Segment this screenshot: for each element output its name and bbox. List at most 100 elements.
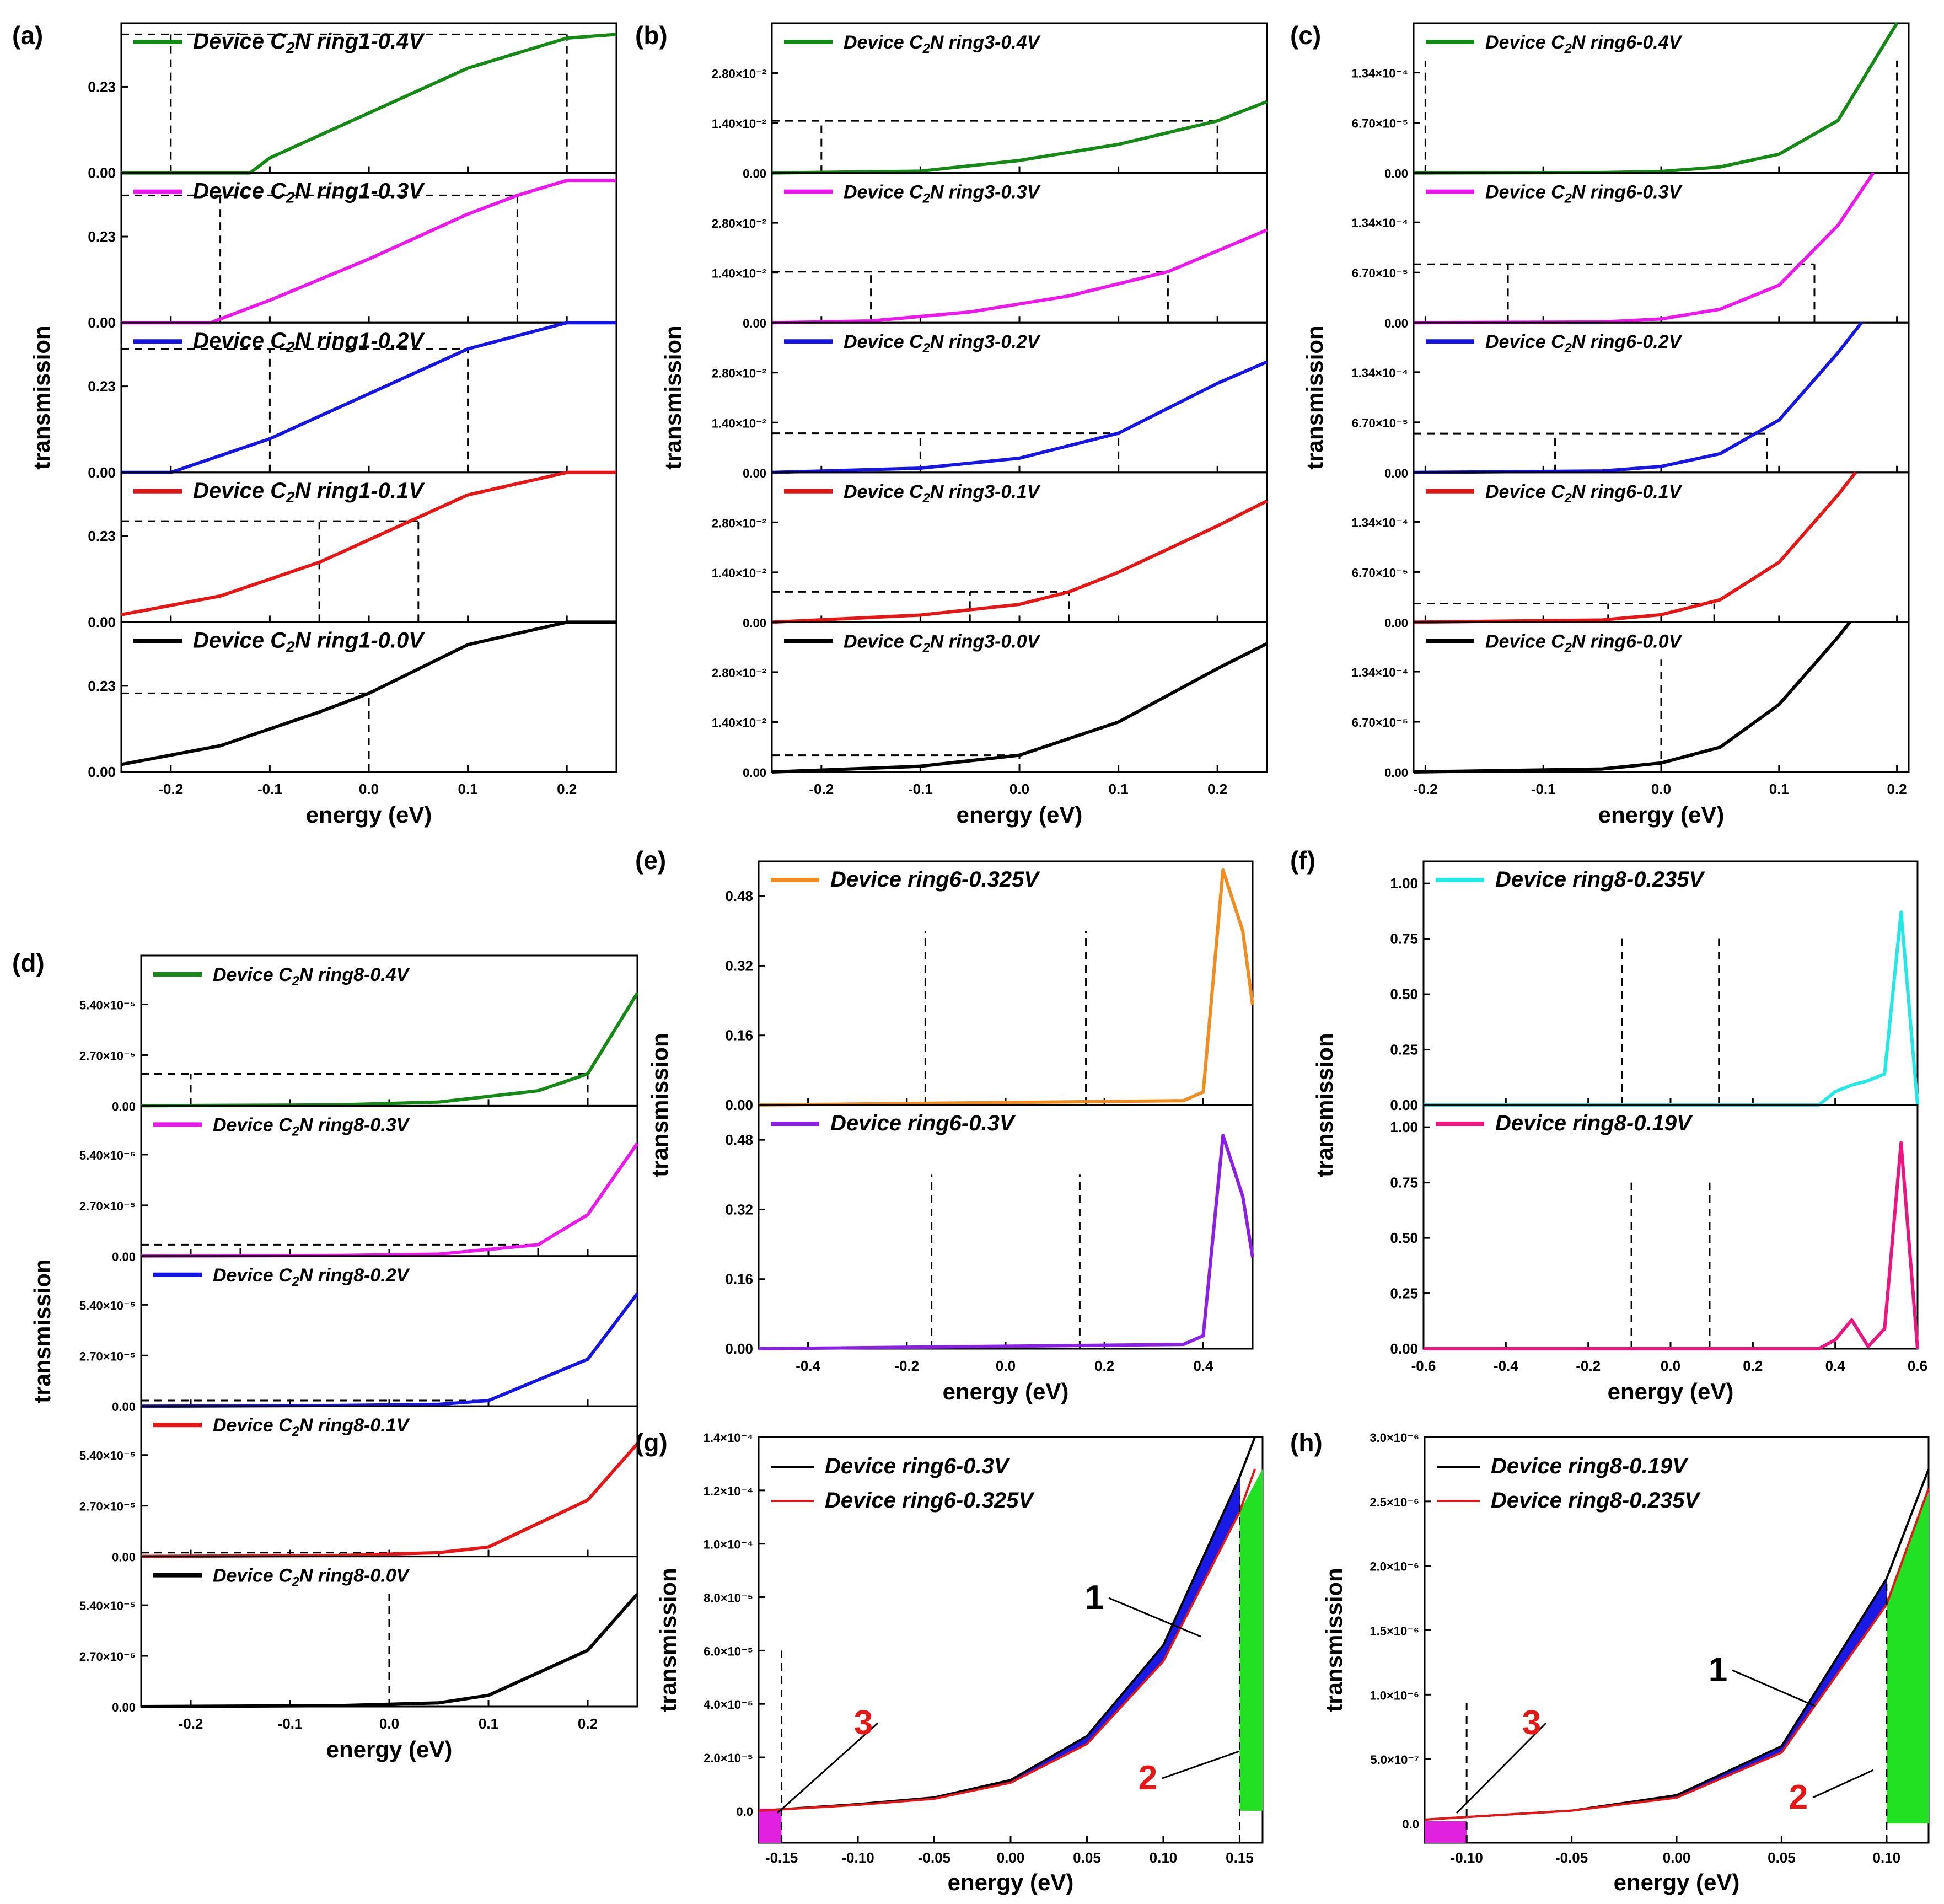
y-tick-label: 2.80×10⁻² [712,217,766,230]
x-tick-label: 0.0 [996,1358,1016,1374]
x-axis-label: energy (eV) [306,802,432,828]
x-tick-label: -0.2 [158,781,183,797]
subplot: 0.00 1.40×10⁻² 2.80×10⁻² Device C2N ring3-0… [712,471,1268,630]
subplot: 0.00 1.40×10⁻² 2.80×10⁻² Device C2N ring3-0… [712,321,1268,480]
panel-label: (e) [635,846,666,875]
series-line [1413,621,1851,774]
subplot: 0.00 0.25 0.50 0.75 1.00 Device ring8-0.235V [1390,860,1919,1113]
subplot: 0.00 0.23 Device C2N ring1-0.1V [88,470,617,630]
panel-f: (f) 0.00 0.25 0.50 0.75 1.00 Device ring8-0.23… [1290,846,1927,1404]
annotation-label: 3 [854,1704,873,1742]
x-axis-label: energy (eV) [326,1736,453,1762]
x-tick-label: -0.2 [1413,781,1438,797]
series-line [771,100,1268,175]
legend-label: Device C2N ring8-0.4V [213,964,411,989]
panel-label: (d) [12,948,45,977]
y-axis-label: transmission [29,1259,55,1403]
series-line [141,1442,639,1558]
legend-label: Device C2N ring1-0.0V [193,628,425,655]
legend-label: Device C2N ring6-0.0V [1485,631,1683,655]
series-line [1413,321,1863,474]
legend-label: Device ring8-0.235V [1495,867,1705,892]
series-line [121,470,616,616]
y-tick-label: 5.40×10⁻⁵ [79,999,136,1012]
y-tick-label: 0.25 [1390,1042,1418,1058]
legend-label: Device C2N ring6-0.1V [1485,481,1683,506]
y-tick-label: 5.40×10⁻⁵ [79,1149,136,1162]
y-axis-label: transmission [1312,1033,1338,1177]
legend-label: Device ring6-0.3V [830,1111,1016,1135]
y-tick-label: 5.0×10⁻⁷ [1370,1753,1419,1767]
y-axis-label: transmission [1321,1568,1347,1712]
y-tick-label: 0.32 [725,957,753,974]
subplot: 0.00 2.70×10⁻⁵ 5.40×10⁻⁵ Device C2N ring8-0… [79,1104,639,1264]
y-tick-label: 0.00 [725,1097,753,1113]
y-tick-label: 1.34×10⁻⁴ [1351,67,1408,81]
panel-label: (f) [1290,846,1315,875]
y-tick-label: 0.00 [88,314,116,331]
legend-label: Device ring8-0.19V [1491,1454,1689,1478]
y-tick-label: 2.0×10⁻⁵ [704,1751,753,1765]
y-tick-label: 1.0×10⁻⁶ [1370,1688,1419,1702]
x-tick-label: 0.6 [1908,1358,1927,1374]
panel-label: (h) [1290,1428,1323,1457]
x-tick-label: 0.0 [359,781,379,797]
y-tick-label: 0.00 [88,464,116,481]
axes-frame [758,1104,1254,1350]
annotation-label: 2 [1789,1778,1808,1816]
x-tick-label: 0.05 [1768,1849,1796,1866]
y-tick-label: 8.0×10⁻⁵ [704,1591,753,1605]
x-axis-label: energy (eV) [1598,802,1725,828]
x-tick-label: -0.05 [918,1849,950,1866]
series-line [771,360,1268,474]
y-tick-label: 2.70×10⁻⁵ [79,1199,136,1213]
panel-c: (c) 0.00 6.70×10⁻⁵ 1.34×10⁻⁴ Device C2N ring… [1290,21,1910,828]
series-line [771,228,1268,325]
x-tick-label: -0.10 [1451,1849,1483,1866]
annotation-arrow [1162,1750,1240,1779]
series-line [141,1592,639,1708]
y-tick-label: 1.5×10⁻⁶ [1370,1624,1419,1638]
y-tick-label: 0.23 [88,228,116,245]
subplot: 0.00 0.23 Device C2N ring1-0.0V [88,620,617,780]
y-tick-label: 0.00 [1384,766,1408,780]
axes-frame [758,860,1254,1106]
x-tick-label: -0.4 [1494,1358,1518,1374]
annotation-arrow [1108,1597,1201,1638]
y-tick-label: 4.0×10⁻⁵ [704,1698,753,1712]
axes-frame [1422,1104,1919,1350]
y-tick-label: 1.34×10⁻⁴ [1351,216,1408,230]
annotation-label: 2 [1139,1759,1157,1797]
y-tick-label: 0.50 [1390,1230,1418,1246]
subplot: 0.00 1.40×10⁻² 2.80×10⁻² Device C2N ring3-0… [712,621,1268,780]
legend-label: Device C2N ring1-0.1V [193,479,425,506]
x-tick-label: 0.0 [379,1715,399,1732]
x-tick-label: 0.2 [1887,781,1907,797]
y-tick-label: 2.5×10⁻⁶ [1370,1495,1419,1509]
series-line [1424,1141,1919,1350]
series-line [141,1292,639,1408]
region-2 [1239,1469,1263,1811]
y-tick-label: 0.00 [112,1250,136,1264]
x-tick-label: 0.2 [1094,1358,1114,1374]
y-tick-label: 6.70×10⁻⁵ [1352,266,1408,280]
subplot: 0.00 2.70×10⁻⁵ 5.40×10⁻⁵ Device C2N ring8-0… [79,1255,639,1414]
y-tick-label: 3.0×10⁻⁶ [1370,1431,1419,1445]
y-tick-label: 2.0×10⁻⁶ [1370,1560,1419,1574]
panel-label: (b) [635,21,668,50]
region-1 [758,1477,1240,1811]
subplot: 0.00 2.70×10⁻⁵ 5.40×10⁻⁵ Device C2N ring8-0… [79,954,639,1113]
subplot: 0.00 1.40×10⁻² 2.80×10⁻² Device C2N ring3-0… [712,172,1268,330]
y-tick-label: 2.70×10⁻⁵ [79,1500,136,1514]
panel-g: (g) 0.0 2.0×10⁻⁵ 4.0×10⁻⁵ 6.0×10⁻⁵ 8.0×10⁻⁵ 1.… [635,1428,1264,1895]
legend-label: Device ring6-0.325V [825,1488,1035,1513]
subplot: 0.00 0.23 Device C2N ring1-0.4V [88,22,617,181]
x-tick-label: -0.4 [796,1358,820,1374]
series-line [141,992,639,1108]
y-tick-label: 0.00 [1384,167,1408,181]
subplot: 0.00 1.40×10⁻² 2.80×10⁻² Device C2N ring3-0… [712,22,1268,181]
x-tick-label: -0.05 [1555,1849,1588,1866]
y-tick-label: 0.23 [88,678,116,694]
x-tick-label: 0.1 [1109,781,1129,797]
